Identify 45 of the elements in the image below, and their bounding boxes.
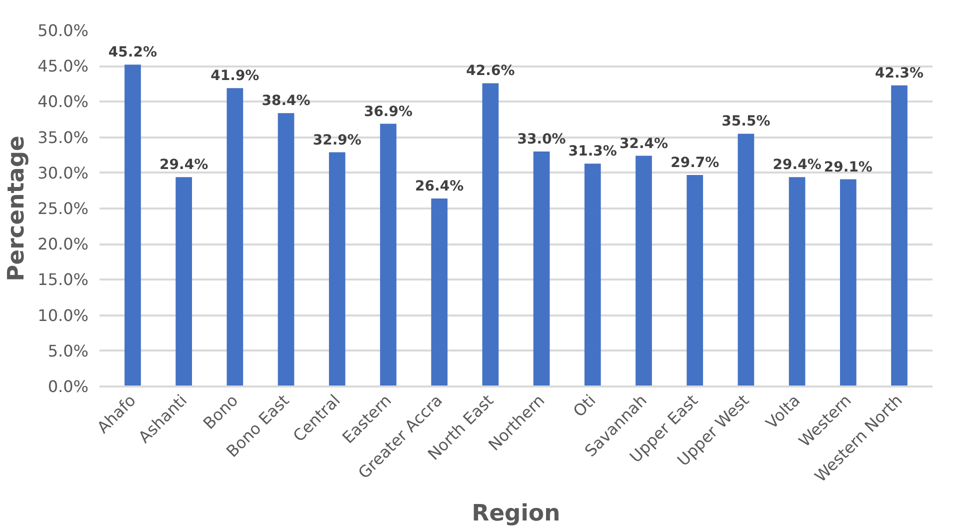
bar <box>840 179 856 386</box>
bar <box>482 83 499 386</box>
data-label: 38.4% <box>262 93 310 110</box>
y-tick-label: 30.0% <box>38 163 88 182</box>
bar <box>584 164 601 386</box>
data-label: 41.9% <box>210 68 260 84</box>
bar <box>738 134 754 386</box>
data-label: 42.3% <box>875 65 924 82</box>
data-label: 45.2% <box>108 44 158 61</box>
data-label: 29.4% <box>160 157 208 174</box>
y-tick-label: 35.0% <box>38 128 88 147</box>
y-tick-label: 0.0% <box>48 377 89 396</box>
data-label: 35.5% <box>722 114 770 130</box>
bar <box>686 175 704 386</box>
y-tick-label: 25.0% <box>38 199 88 218</box>
data-label: 29.4% <box>772 157 822 174</box>
data-label: 32.4% <box>619 136 668 152</box>
x-axis-title: Region <box>472 500 560 527</box>
bar <box>278 113 294 386</box>
data-label: 36.9% <box>364 104 413 120</box>
bar <box>431 198 448 386</box>
y-tick-label: 10.0% <box>38 306 88 325</box>
bar <box>533 152 550 386</box>
data-label: 29.7% <box>670 155 720 172</box>
data-label: 42.6% <box>466 63 515 80</box>
bar <box>891 85 908 386</box>
data-label: 31.3% <box>568 144 617 160</box>
y-axis-title: Percentage <box>4 136 30 282</box>
y-tick-label: 45.0% <box>38 56 88 76</box>
y-tick-label: 20.0% <box>38 234 88 254</box>
bar <box>636 156 652 386</box>
y-tick-label: 50.0% <box>38 21 88 40</box>
data-label: 33.0% <box>517 132 566 148</box>
bar <box>226 88 244 386</box>
bar <box>176 177 192 386</box>
bar <box>380 124 396 386</box>
y-tick-label: 40.0% <box>38 92 88 112</box>
bar <box>788 177 806 386</box>
data-label: 26.4% <box>415 178 464 195</box>
bar <box>124 64 141 386</box>
y-tick-label: 5.0% <box>48 341 89 360</box>
data-label: 32.9% <box>312 132 362 148</box>
data-label: 29.1% <box>824 159 872 176</box>
y-tick-label: 15.0% <box>38 270 88 290</box>
bar <box>328 152 346 386</box>
